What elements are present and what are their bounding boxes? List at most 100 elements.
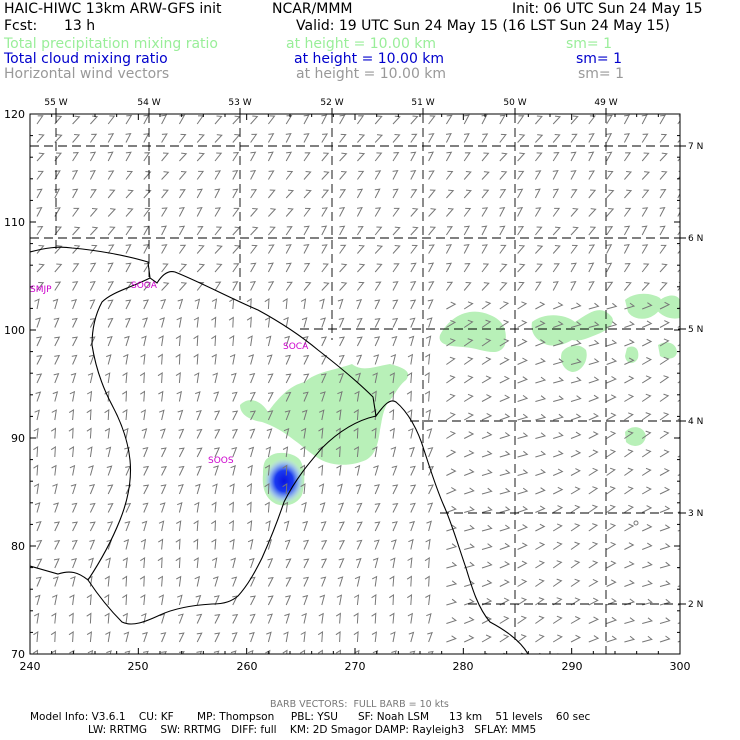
wind-barb (196, 650, 203, 654)
wind-barb (232, 207, 240, 217)
wind-barb (425, 409, 431, 421)
cloud-core (264, 458, 304, 504)
wind-barb (624, 282, 632, 291)
wind-barb (54, 152, 63, 162)
station-label: SOOA (131, 281, 158, 291)
wind-barb (33, 612, 40, 624)
wind-barb (196, 188, 203, 199)
wind-barb (570, 358, 582, 365)
wind-barb (36, 152, 45, 162)
wind-barb (570, 376, 582, 384)
wind-barb (588, 597, 599, 606)
wind-barb (246, 501, 252, 513)
wind-barb (406, 390, 412, 402)
wind-barb (54, 281, 62, 291)
wind-barb (124, 520, 131, 532)
wind-barb (140, 557, 146, 569)
wind-barb (303, 133, 310, 143)
wind-barb (282, 464, 288, 476)
wind-barb (193, 353, 199, 365)
x-tick-label: 300 (670, 660, 691, 673)
wind-barb (588, 635, 600, 643)
wind-barb (356, 298, 363, 310)
wind-barb (194, 372, 200, 384)
wind-barb (303, 243, 310, 254)
wind-barb (266, 631, 272, 643)
wind-barb (374, 484, 380, 495)
wind-barb (446, 598, 458, 606)
wind-barb (374, 152, 383, 162)
wind-barb (517, 505, 529, 513)
wind-barb (410, 151, 417, 162)
wind-barb (606, 262, 613, 273)
wind-barb (424, 372, 430, 384)
wind-barb (606, 170, 614, 180)
wind-barb (285, 244, 292, 254)
wind-barb (390, 446, 397, 458)
wind-barb (374, 226, 383, 236)
wind-barb (606, 504, 616, 513)
wind-barb (212, 372, 219, 384)
wind-barb (104, 575, 110, 587)
wind-barb (232, 245, 241, 254)
wind-barb (54, 245, 63, 254)
wind-barb (588, 208, 597, 217)
wind-barb (158, 335, 164, 347)
wind-barb (177, 409, 184, 421)
wind-barb (89, 189, 97, 199)
wind-barb (424, 575, 430, 587)
wind-barb (285, 354, 292, 365)
wind-barb (104, 409, 110, 421)
wind-barb (321, 282, 330, 291)
wind-barb (267, 613, 273, 624)
wind-barb (641, 282, 651, 291)
wind-barb (392, 169, 399, 180)
wind-barb (641, 357, 653, 365)
wind-barb (517, 170, 525, 180)
wind-barb (624, 375, 635, 384)
wind-barb (606, 394, 617, 402)
wind-barb (122, 612, 128, 624)
wind-barb (389, 372, 395, 384)
wind-barb (320, 521, 327, 532)
wind-barb (232, 226, 241, 236)
wind-barb (229, 483, 235, 495)
wind-barb (232, 152, 240, 162)
wind-barb (107, 299, 114, 310)
wind-barb (570, 616, 581, 624)
wind-barb (427, 502, 434, 513)
wind-barb (499, 615, 510, 624)
wind-barb (211, 557, 218, 569)
wind-barb (392, 245, 401, 254)
wind-barb (624, 504, 634, 513)
x-tick-label: 290 (562, 660, 583, 673)
wind-barb (196, 152, 205, 162)
wind-barb (229, 298, 235, 310)
wind-barb (446, 468, 457, 476)
wind-barb (282, 483, 288, 495)
wind-barb (588, 339, 600, 347)
wind-barb (54, 336, 61, 347)
wind-barb (105, 557, 111, 569)
wind-barb (89, 299, 96, 310)
wind-barb (463, 431, 475, 439)
wind-barb (445, 151, 453, 162)
wind-barb (677, 189, 680, 199)
wind-barb (69, 649, 75, 654)
wind-barb (250, 391, 256, 402)
wind-barb (71, 502, 78, 513)
wind-barb (178, 225, 186, 236)
wind-barb (390, 631, 396, 643)
wind-barb (517, 597, 528, 606)
wind-barb (463, 114, 470, 125)
wind-barb (337, 298, 344, 310)
wind-barb (213, 650, 220, 654)
wind-barb (54, 226, 63, 236)
wind-barb (36, 206, 43, 217)
x-tick-label: 250 (128, 660, 149, 673)
wind-barb (373, 354, 380, 365)
wind-barb (283, 631, 289, 643)
wind-barb (677, 473, 680, 476)
wind-barb (499, 225, 506, 236)
wind-barb (641, 133, 649, 143)
